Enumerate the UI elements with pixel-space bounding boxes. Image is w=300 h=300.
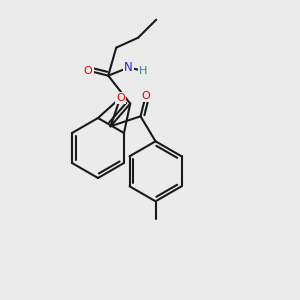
Text: O: O <box>116 93 125 103</box>
Text: O: O <box>141 91 150 101</box>
Text: N: N <box>124 61 133 74</box>
Text: O: O <box>84 66 93 76</box>
Text: H: H <box>139 66 147 76</box>
